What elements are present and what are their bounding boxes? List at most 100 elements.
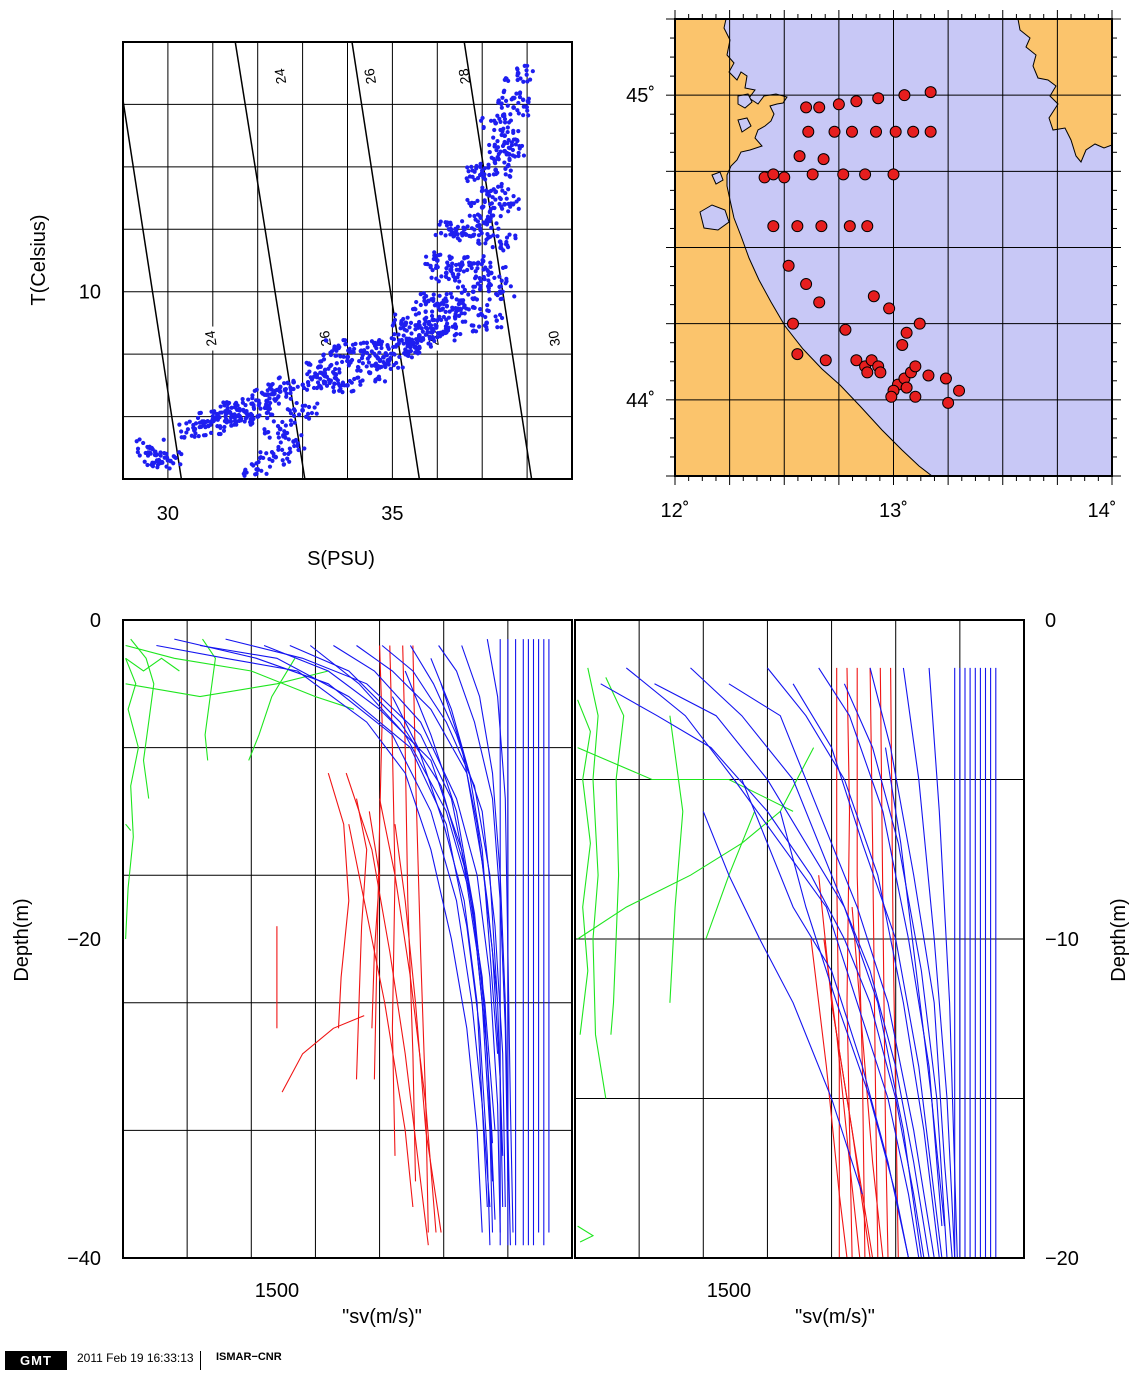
ts-point <box>504 239 509 245</box>
profile-line-red <box>379 798 437 1233</box>
ts-point <box>486 289 491 294</box>
ts-point <box>288 422 294 427</box>
ts-point <box>491 172 497 177</box>
ts-point <box>408 343 413 348</box>
ts-point <box>439 274 444 279</box>
station-marker <box>953 384 966 397</box>
sv-right-frame <box>574 619 1025 1259</box>
ts-point <box>413 312 419 317</box>
svl-y-tick: −40 <box>67 1248 101 1270</box>
ts-point <box>472 305 477 311</box>
ts-point <box>215 413 220 418</box>
ts-point <box>267 464 273 469</box>
ts-point <box>499 204 504 209</box>
station-marker <box>939 372 952 385</box>
ts-point <box>495 234 500 239</box>
ts-point <box>254 461 259 466</box>
ts-point <box>369 349 374 354</box>
ts-point <box>269 382 274 387</box>
ts-point <box>503 172 508 177</box>
ts-point <box>396 365 401 370</box>
ts-point <box>336 381 341 386</box>
ts-point <box>240 400 245 405</box>
ts-point <box>391 363 396 368</box>
ts-point <box>280 447 285 453</box>
station-marker <box>806 168 819 181</box>
ts-point <box>499 315 505 321</box>
ts-point <box>425 262 430 267</box>
ts-point <box>258 450 263 455</box>
isopycnal-label-bg <box>202 326 219 351</box>
ts-point <box>466 169 471 174</box>
ts-point <box>313 374 318 379</box>
station-marker <box>924 86 937 99</box>
ts-point <box>265 415 270 421</box>
ts-point <box>487 297 492 302</box>
sv-right-tick-labels: 1500 0 −10 −20 <box>707 610 1079 1302</box>
ts-point <box>327 380 332 386</box>
ts-point <box>205 419 210 424</box>
ts-point <box>443 274 449 279</box>
ts-point <box>514 91 519 96</box>
ts-point <box>208 430 214 436</box>
ts-point <box>482 323 487 328</box>
svl-y-tick: 0 <box>90 610 101 632</box>
ts-point <box>417 323 422 328</box>
ts-point <box>422 298 427 303</box>
ts-point <box>276 401 281 406</box>
ts-point <box>407 325 412 330</box>
ts-point <box>429 275 434 280</box>
ts-point <box>496 157 501 162</box>
ts-point <box>487 193 492 198</box>
profile-line-blue <box>792 683 943 1258</box>
ts-point <box>493 314 498 319</box>
ts-point <box>513 233 518 238</box>
ts-point <box>425 326 430 332</box>
ts-point <box>505 140 510 146</box>
ts-point <box>485 232 490 237</box>
ts-point <box>519 143 525 149</box>
station-marker <box>907 125 920 138</box>
profile-line-blue <box>741 779 910 1258</box>
ts-point <box>445 328 451 333</box>
profile-line-blue <box>625 667 920 1258</box>
station-marker <box>817 153 830 166</box>
ts-point <box>444 304 449 309</box>
ts-point <box>460 219 465 224</box>
gmt-logo: GMT <box>5 1351 67 1370</box>
lagoon-island-4 <box>711 171 724 185</box>
ts-point <box>377 350 382 355</box>
profile-line-green <box>125 658 139 940</box>
ts-point <box>475 198 480 204</box>
ts-point <box>469 164 474 169</box>
ts-point <box>525 99 530 104</box>
ts-point <box>267 435 272 440</box>
ts-point <box>477 324 482 329</box>
ts-point <box>415 340 420 345</box>
ts-point <box>404 339 410 344</box>
ts-point <box>315 401 320 406</box>
ts-point <box>211 416 216 421</box>
timestamp: 2011 Feb 19 16:33:13 <box>71 1351 201 1370</box>
profile-line-red <box>373 645 383 1080</box>
profile-line-green <box>130 638 155 799</box>
ts-point <box>196 434 201 439</box>
ts-point <box>504 76 509 81</box>
isopycnal-label: 26 <box>361 67 379 85</box>
ts-point <box>466 292 471 297</box>
ts-point <box>282 451 287 456</box>
ts-point <box>507 156 512 161</box>
ts-point <box>381 354 386 360</box>
station-marker <box>872 92 885 105</box>
station-marker <box>845 125 858 138</box>
ts-point <box>483 265 488 270</box>
ts-point <box>469 265 474 271</box>
ts-point <box>478 215 483 220</box>
ts-point <box>326 366 331 371</box>
ts-point <box>492 275 497 280</box>
ts-point <box>277 375 282 380</box>
ts-point <box>383 364 388 370</box>
ts-point <box>243 467 248 472</box>
ts-point <box>286 381 291 386</box>
station-map: 12˚ 13˚ 14˚ 44˚ 45˚ <box>626 10 1121 522</box>
